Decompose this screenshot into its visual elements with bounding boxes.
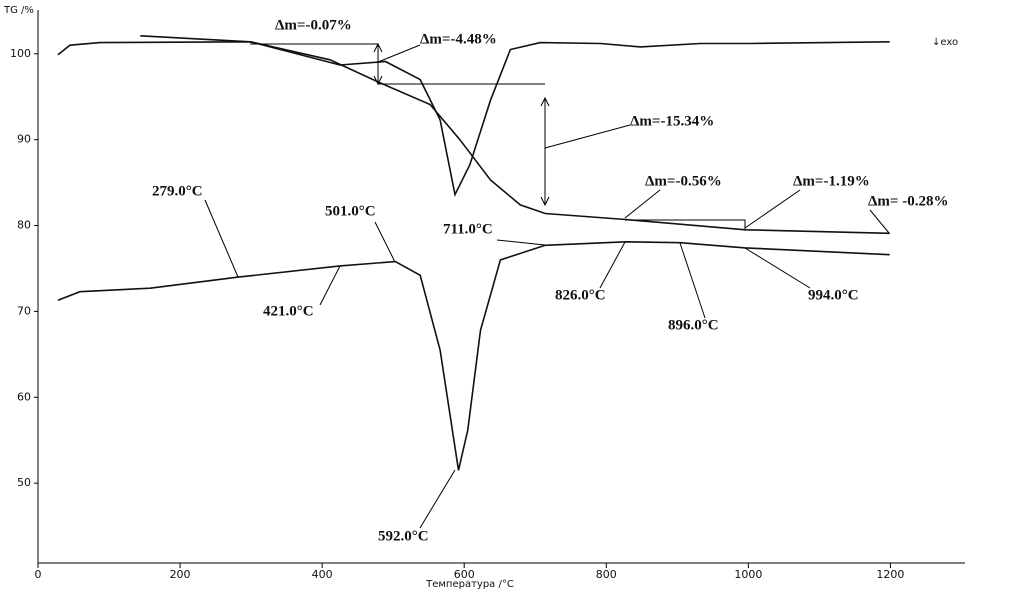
leader-line xyxy=(679,242,706,319)
y-tick-label: 100 xyxy=(10,47,31,60)
data-line xyxy=(57,40,890,198)
reference-line xyxy=(625,219,746,230)
leader-line xyxy=(377,44,421,63)
leader-line xyxy=(624,189,661,219)
annotation: Δm=-15.34% xyxy=(630,113,714,129)
annotation: 501.0°C xyxy=(325,203,376,219)
annotation: 711.0°C xyxy=(443,221,493,237)
reference-line xyxy=(540,96,550,107)
leader-line xyxy=(204,199,239,278)
x-tick-label: 800 xyxy=(596,568,617,581)
annotation: 592.0°C xyxy=(378,528,429,544)
x-axis-label: Температура /°C xyxy=(425,579,514,590)
y-tick-label: 50 xyxy=(17,476,31,489)
annotation: Δm= -0.28% xyxy=(868,193,948,209)
leader-line xyxy=(319,265,341,306)
annotation: 279.0°C xyxy=(152,183,203,199)
annotation: 421.0°C xyxy=(263,303,314,319)
leader-line xyxy=(599,241,626,289)
y-tick-label: 80 xyxy=(17,219,31,232)
leader-line xyxy=(869,209,890,234)
leader-line xyxy=(744,247,811,289)
x-tick-label: 400 xyxy=(312,568,333,581)
annotation: Δm=-0.07% xyxy=(275,17,352,33)
y-tick-label: 90 xyxy=(17,133,31,146)
x-tick-label: 200 xyxy=(170,568,191,581)
leader-line xyxy=(496,239,546,246)
annotation: 826.0°C xyxy=(555,287,606,303)
reference-line xyxy=(373,75,383,86)
annotation: Δm=-0.56% xyxy=(645,173,722,189)
leader-line xyxy=(374,221,396,263)
data-line xyxy=(57,240,890,471)
leader-line xyxy=(744,189,801,229)
leader-line xyxy=(419,469,456,529)
x-tick-label: 1200 xyxy=(876,568,904,581)
x-tick-label: 1000 xyxy=(734,568,762,581)
reference-line xyxy=(540,196,550,207)
leader-line xyxy=(544,124,631,149)
y-axis-label: TG /% xyxy=(3,5,34,16)
annotation: 896.0°C xyxy=(668,317,719,333)
x-tick-label: 0 xyxy=(35,568,42,581)
annotation: Δm=-1.19% xyxy=(793,173,870,189)
y-tick-label: 60 xyxy=(17,390,31,403)
data-line xyxy=(140,35,890,235)
x-tick-label: 600 xyxy=(454,568,475,581)
y-tick-label: 70 xyxy=(17,304,31,317)
annotation: 994.0°C xyxy=(808,287,859,303)
annotation: Δm=-4.48% xyxy=(420,31,497,47)
exo-label: ↓exo xyxy=(932,37,958,48)
reference-line xyxy=(373,42,383,53)
